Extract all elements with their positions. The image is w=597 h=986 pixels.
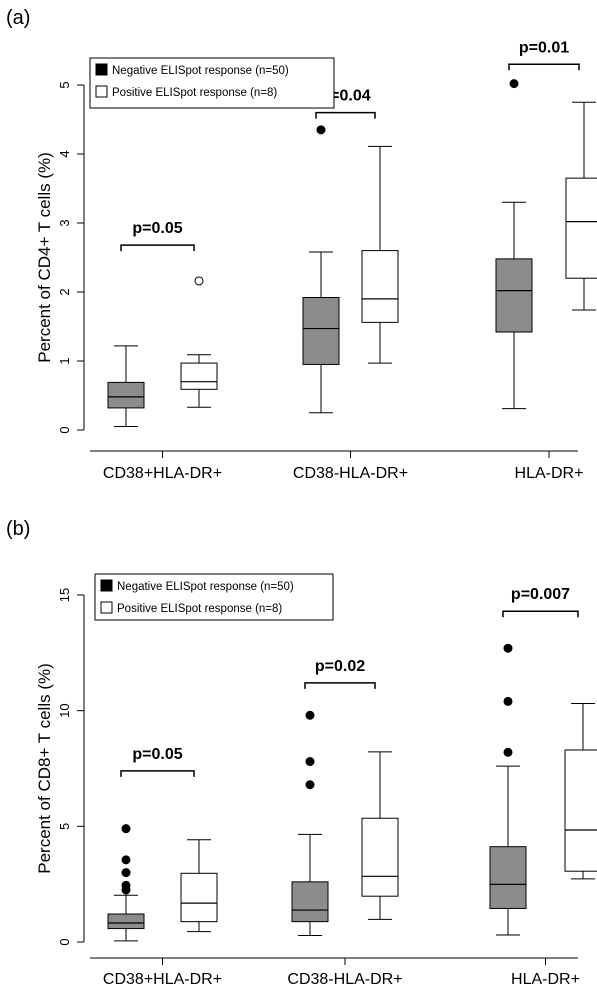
outlier-point xyxy=(121,855,131,865)
x-tick-label: CD38+HLA-DR+ xyxy=(103,971,222,986)
y-tick-label: 0 xyxy=(57,938,72,945)
x-tick-label: CD38-HLA-DR+ xyxy=(293,465,408,482)
box-positive xyxy=(564,749,597,872)
outlier-point xyxy=(194,276,204,286)
x-tick-label: CD38-HLA-DR+ xyxy=(287,971,402,986)
panel-label: (a) xyxy=(6,7,30,29)
outlier-point xyxy=(503,696,513,706)
p-value-label: p=0.05 xyxy=(132,746,182,763)
significance-bracket xyxy=(315,111,376,119)
outlier-point xyxy=(305,780,315,790)
significance-bracket xyxy=(120,770,195,777)
legend-label: Positive ELISpot response (n=8) xyxy=(112,87,277,99)
box-negative xyxy=(107,913,145,930)
y-tick-label: 5 xyxy=(57,823,72,830)
p-value-label: p=0.007 xyxy=(511,586,570,603)
p-value-label: p=0.05 xyxy=(132,220,182,237)
y-axis-label: Percent of CD4+ T cells (%) xyxy=(35,152,54,363)
significance-bracket xyxy=(502,610,579,618)
legend-label: Negative ELISpot response (n=50) xyxy=(117,581,294,593)
outlier-point xyxy=(305,757,315,767)
legend-swatch xyxy=(95,85,108,98)
y-tick-label: 5 xyxy=(57,81,72,88)
legend xyxy=(89,57,335,109)
y-axis-label: Percent of CD8+ T cells (%) xyxy=(35,663,54,874)
panel-b: (b) 0 5 10 15 Percent of CD8+ T cells (%) CD38… xyxy=(6,518,597,986)
legend-label: Negative ELISpot response (n=50) xyxy=(112,65,289,77)
box-positive xyxy=(180,872,218,923)
outlier-point xyxy=(121,868,131,878)
box-negative xyxy=(107,381,145,409)
box-negative xyxy=(291,881,329,923)
y-tick-label: 10 xyxy=(57,703,72,717)
outlier-point xyxy=(121,824,131,834)
x-tick-label: HLA-DR+ xyxy=(511,971,580,986)
legend-swatch xyxy=(100,579,113,592)
box-negative xyxy=(302,297,340,365)
significance-bracket xyxy=(508,63,580,71)
legend xyxy=(94,573,334,621)
outlier-point xyxy=(509,79,519,89)
box-positive xyxy=(361,250,399,323)
panel-a: (a) 0 1 2 3 4 5 Percent of CD4+ T cells (%) CD38… xyxy=(6,7,597,482)
outlier-point xyxy=(503,643,513,653)
outlier-point xyxy=(121,880,131,890)
y-tick-label: 0 xyxy=(57,426,72,433)
legend-swatch xyxy=(95,63,108,76)
box-negative xyxy=(489,846,527,909)
box-positive xyxy=(361,817,399,897)
y-tick-label: 3 xyxy=(57,219,72,226)
box-positive xyxy=(565,177,597,279)
x-tick-label: HLA-DR+ xyxy=(515,465,584,482)
x-tick-label: CD38+HLA-DR+ xyxy=(103,465,222,482)
box-negative xyxy=(495,258,533,333)
outlier-point xyxy=(503,747,513,757)
y-tick-label: 2 xyxy=(57,288,72,295)
outlier-point xyxy=(305,710,315,720)
legend-label: Positive ELISpot response (n=8) xyxy=(117,603,282,615)
panel-label: (b) xyxy=(6,518,30,540)
p-value-label: p=0.01 xyxy=(519,39,569,56)
box-positive xyxy=(180,362,218,390)
significance-bracket xyxy=(120,244,195,252)
outlier-point xyxy=(316,125,326,135)
significance-bracket xyxy=(304,682,376,689)
y-tick-label: 1 xyxy=(57,357,72,364)
legend-swatch xyxy=(100,601,113,614)
p-value-label: p=0.02 xyxy=(315,658,365,675)
y-tick-label: 4 xyxy=(57,150,72,157)
y-tick-label: 15 xyxy=(57,588,72,602)
